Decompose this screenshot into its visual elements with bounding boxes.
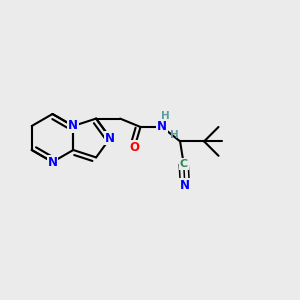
Text: H: H <box>161 111 170 121</box>
Text: N: N <box>180 179 190 192</box>
Text: O: O <box>130 141 140 154</box>
Text: H: H <box>170 130 179 140</box>
Text: N: N <box>47 155 58 169</box>
Text: N: N <box>157 121 167 134</box>
Text: N: N <box>105 131 115 145</box>
Text: C: C <box>180 159 188 169</box>
Text: N: N <box>68 119 78 133</box>
